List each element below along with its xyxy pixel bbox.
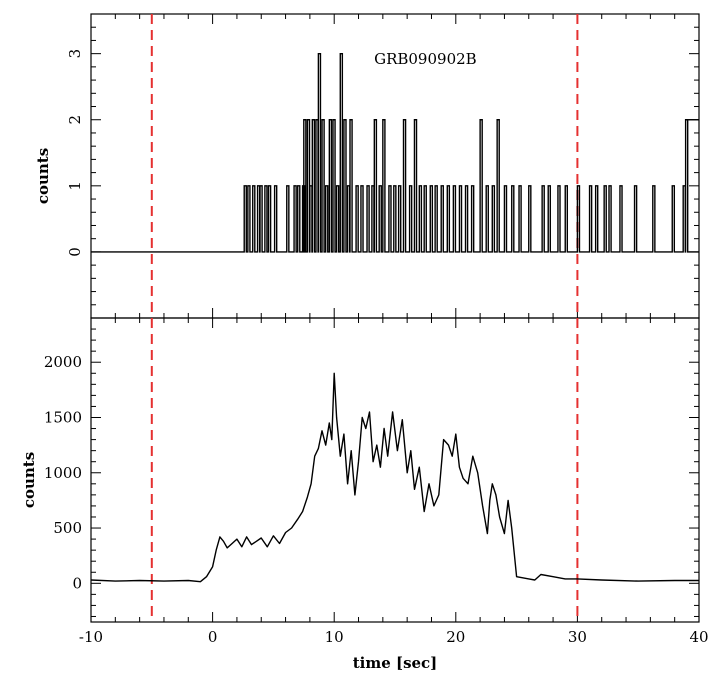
bottom-panel-light-curve: -10 0 10 20 30 40 0 500 1000 1500 2000 — [44, 317, 709, 646]
x-tick-label: 40 — [689, 628, 708, 646]
top-y-tick-label: 0 — [66, 247, 84, 257]
light-curve-series — [90, 372, 699, 583]
bottom-plot-frame — [90, 317, 700, 623]
x-tick-label: 10 — [325, 628, 344, 646]
top-y-tick-label: 2 — [66, 115, 84, 125]
bottom-y-tick-label: 2000 — [44, 353, 82, 371]
x-tick-label: -10 — [79, 628, 103, 646]
x-tick-label: 0 — [208, 628, 218, 646]
bottom-y-tick-label: 0 — [72, 574, 82, 592]
bottom-y-axis-label: counts — [20, 452, 38, 508]
bottom-y-tick-label: 1500 — [44, 408, 82, 426]
bottom-y-tick-label: 1000 — [44, 464, 82, 482]
x-tick-label: 20 — [446, 628, 465, 646]
x-tick-label: 30 — [568, 628, 587, 646]
top-y-tick-label: 3 — [66, 49, 84, 59]
top-y-tick-label: 1 — [66, 181, 84, 191]
x-axis-label: time [sec] — [353, 654, 438, 672]
bottom-y-tick-label: 500 — [53, 519, 82, 537]
count-histogram-series — [91, 52, 699, 253]
burst-name-annotation: GRB090902B — [374, 50, 477, 68]
top-y-axis-label: counts — [34, 148, 52, 204]
